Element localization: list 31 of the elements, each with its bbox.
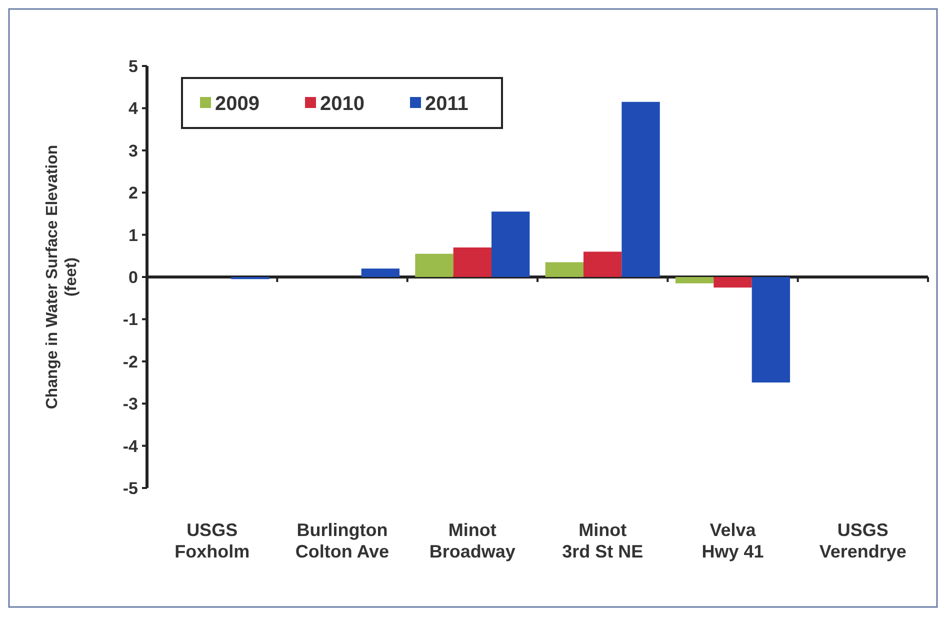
y-tick-label: 1 bbox=[128, 226, 138, 245]
legend-label: 2009 bbox=[215, 93, 260, 115]
bar bbox=[492, 212, 530, 277]
y-tick-label: -2 bbox=[122, 352, 138, 372]
bar bbox=[453, 247, 492, 277]
bar bbox=[583, 252, 622, 277]
legend-label: 2010 bbox=[320, 93, 364, 115]
x-tick-label: USGS Foxholm bbox=[174, 520, 250, 562]
bar bbox=[361, 268, 400, 277]
y-tick-label: -4 bbox=[122, 436, 139, 456]
y-tick-label: 5 bbox=[128, 56, 138, 76]
x-tick-label: Minot Broadway bbox=[429, 520, 516, 562]
y-tick-label: -3 bbox=[122, 394, 138, 414]
bar bbox=[545, 262, 584, 277]
y-tick-label: 3 bbox=[128, 141, 138, 160]
legend-label: 2011 bbox=[425, 93, 468, 115]
x-tick-label: Minot 3rd St NE bbox=[562, 520, 644, 562]
y-tick-label: 4 bbox=[128, 99, 139, 118]
x-tick-label: Burlington Colton Ave bbox=[295, 520, 390, 562]
bar bbox=[752, 277, 790, 382]
y-tick-label: -1 bbox=[122, 310, 138, 330]
y-axis-title: Change in Water Surface Elevation (feet) bbox=[44, 144, 80, 410]
bar bbox=[622, 102, 660, 277]
x-tick-label: USGS Verendrye bbox=[819, 520, 906, 562]
y-tick-label: -5 bbox=[122, 478, 138, 498]
y-tick-label: 2 bbox=[128, 184, 138, 203]
y-tick-label: 0 bbox=[128, 268, 138, 287]
bar bbox=[415, 254, 454, 277]
bar bbox=[714, 277, 752, 288]
bar bbox=[675, 277, 714, 284]
x-tick-label: Velva Hwy 41 bbox=[702, 520, 764, 562]
